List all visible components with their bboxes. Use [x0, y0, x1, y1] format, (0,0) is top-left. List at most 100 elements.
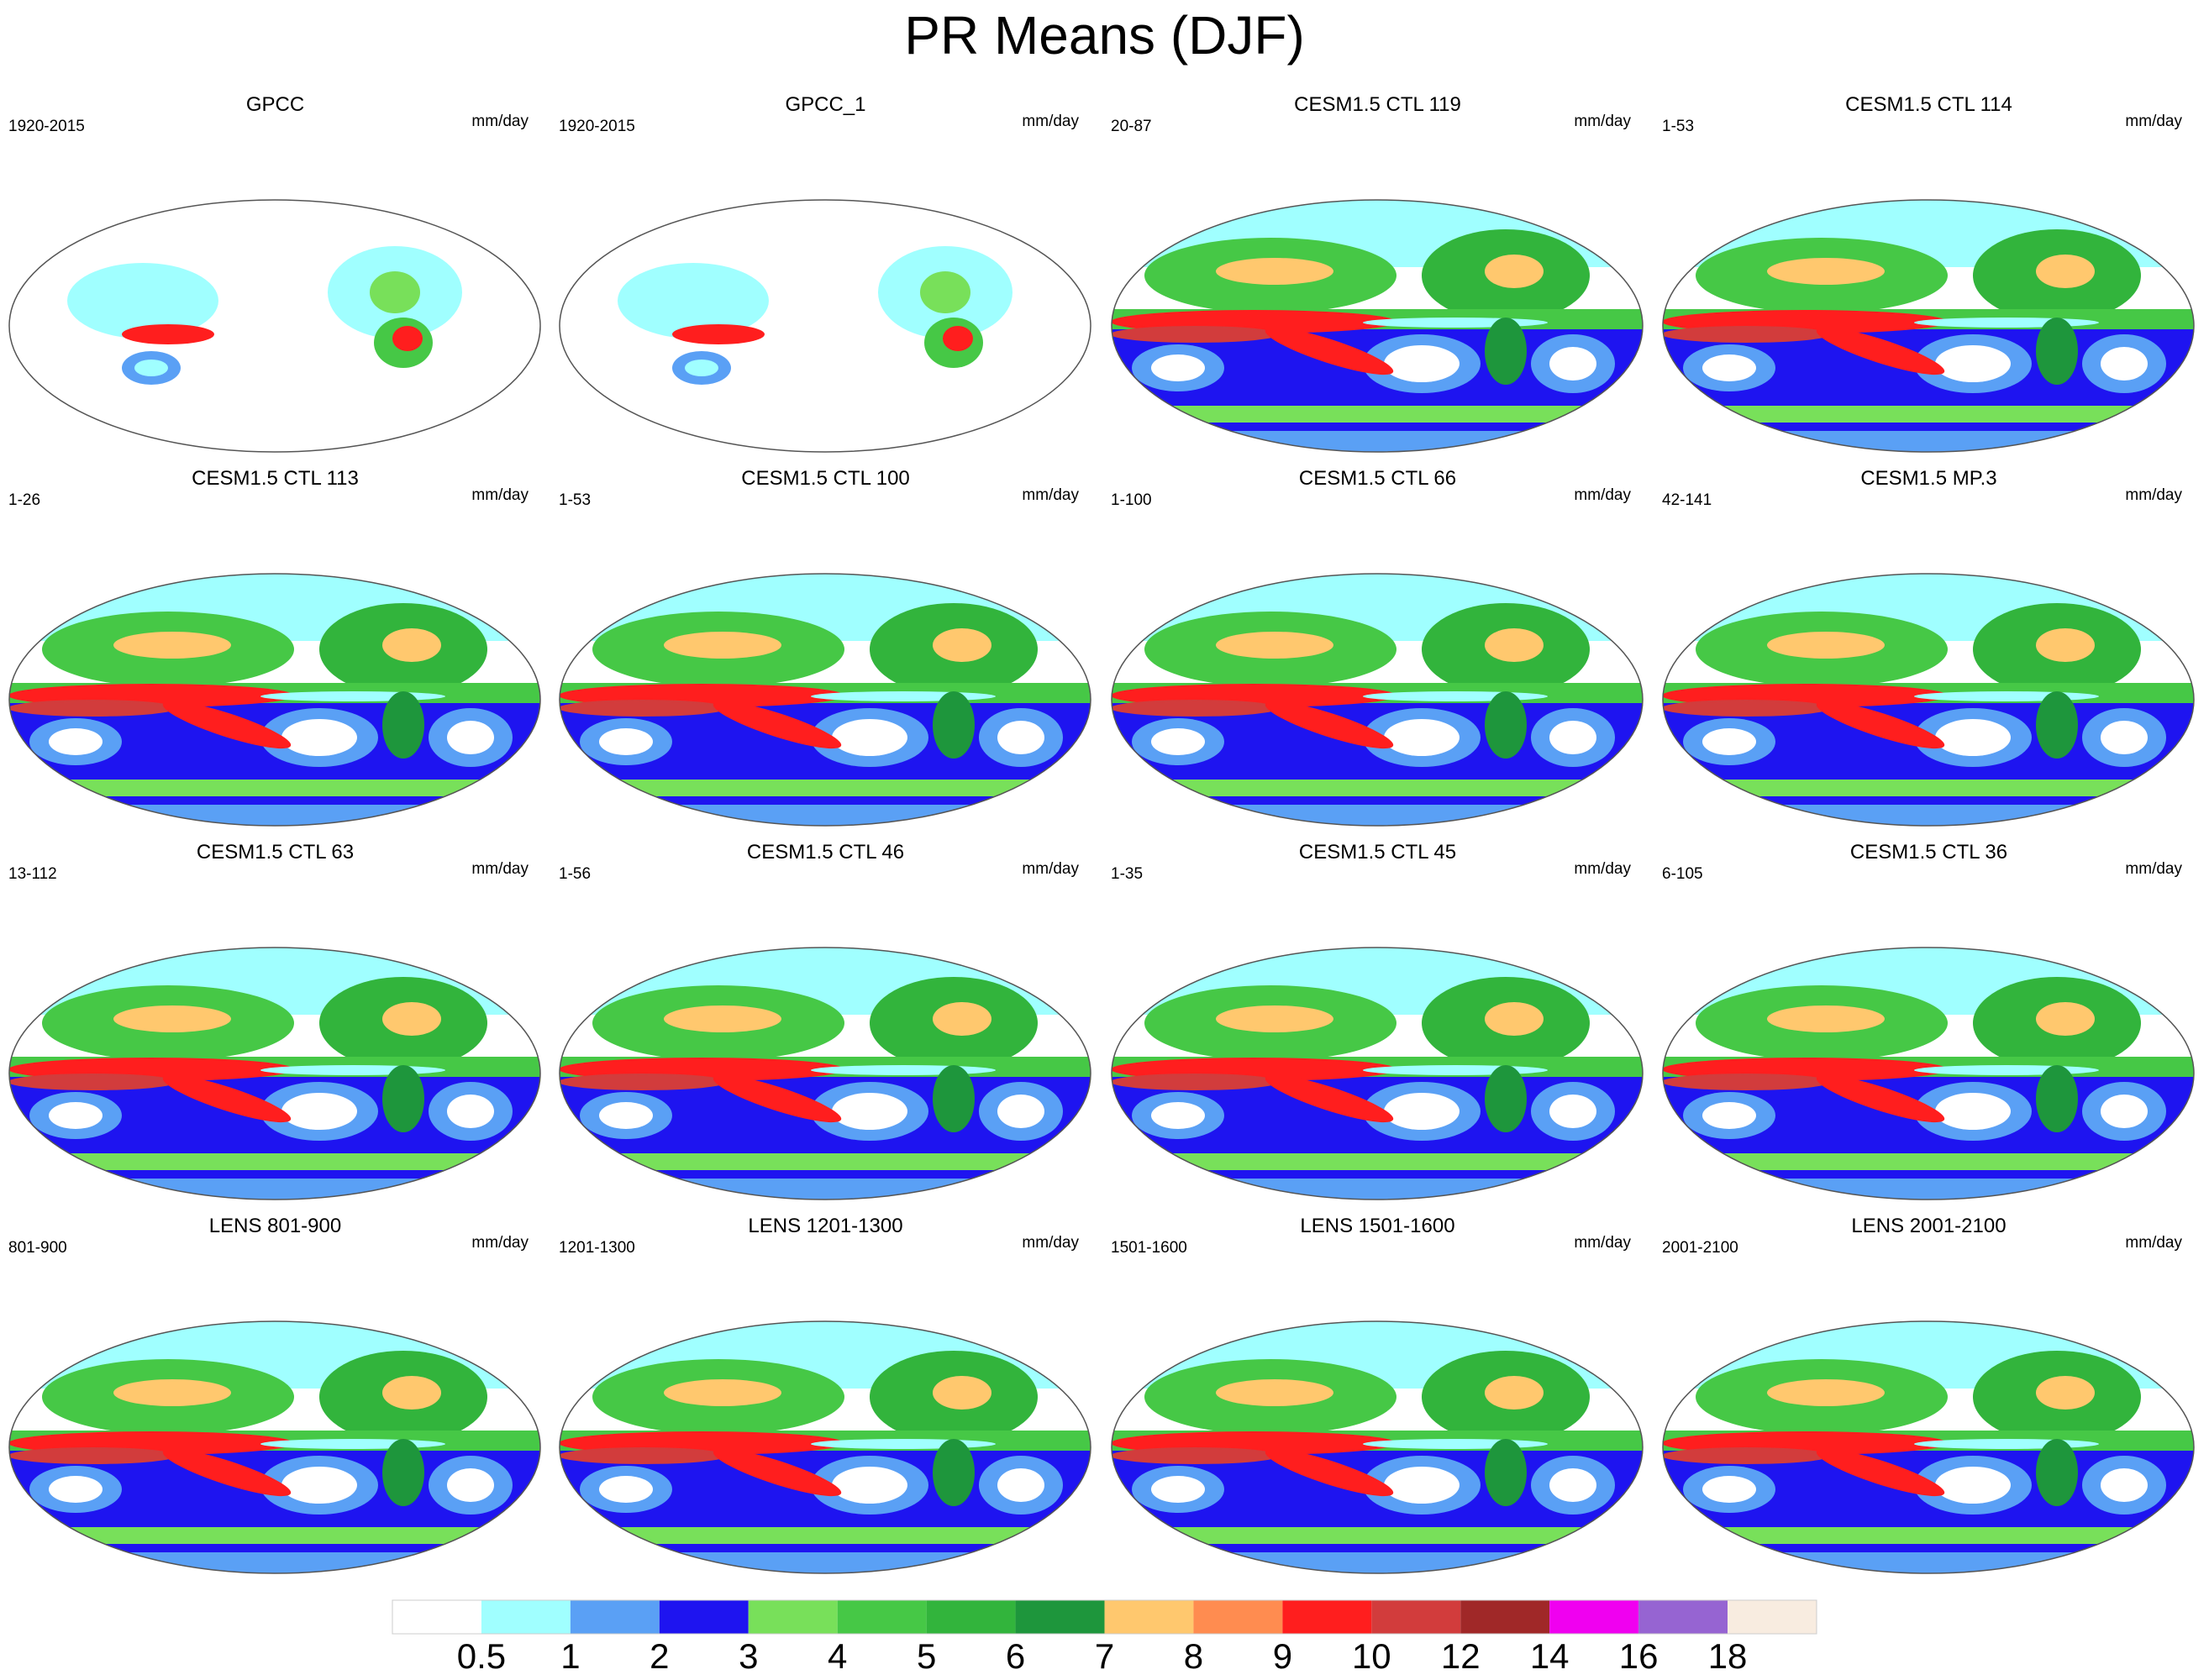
map-projection — [1662, 947, 2195, 1200]
colorbar-tick-label: 4 — [828, 1636, 848, 1676]
panel-units: mm/day — [1574, 486, 1631, 504]
panel-units: mm/day — [2125, 1234, 2182, 1252]
map-panel: LENS 801-900 801-900 mm/day — [0, 1214, 550, 1588]
colorbar-tick-label: 3 — [739, 1636, 759, 1676]
panel-period: 42-141 — [1662, 491, 1712, 509]
colorbar-tick-label: 0.5 — [456, 1636, 507, 1676]
map-panel: LENS 1201-1300 1201-1300 mm/day — [550, 1214, 1101, 1588]
panel-units: mm/day — [471, 486, 529, 504]
colorbar-swatch — [926, 1600, 1016, 1634]
colorbar-tick-label: 16 — [1618, 1636, 1659, 1676]
panel-units: mm/day — [471, 860, 529, 878]
colorbar-tick-label: 1 — [560, 1636, 581, 1676]
panel-period: 1-35 — [1111, 865, 1144, 883]
panel-units: mm/day — [2125, 860, 2182, 878]
map-projection — [1662, 1320, 2195, 1574]
panel-title: CESM1.5 CTL 46 — [746, 841, 905, 864]
panel-title: CESM1.5 CTL 119 — [1294, 93, 1461, 116]
colorbar-swatch — [1638, 1600, 1728, 1634]
panel-title: CESM1.5 CTL 36 — [1849, 841, 2008, 864]
panel-title: CESM1.5 CTL 66 — [1298, 467, 1457, 490]
panel-period: 2001-2100 — [1662, 1239, 1738, 1257]
panel-period: 1-26 — [8, 491, 41, 509]
panel-units: mm/day — [1574, 860, 1631, 878]
colorbar-swatch — [570, 1600, 660, 1634]
colorbar-swatch — [1282, 1600, 1372, 1634]
map-panel-grid: GPCC 1920-2015 mm/day GPCC_1 1920-2015 mm/day… — [0, 92, 2204, 1574]
panel-title: LENS 1201-1300 — [748, 1215, 903, 1237]
map-panel: CESM1.5 CTL 100 1-53 mm/day — [550, 466, 1101, 840]
panel-title: LENS 2001-2100 — [1851, 1215, 2007, 1237]
panel-units: mm/day — [1022, 486, 1079, 504]
colorbar-tick-label: 12 — [1440, 1636, 1481, 1676]
colorbar-swatch — [837, 1600, 927, 1634]
map-projection — [1662, 573, 2195, 827]
colorbar-swatches — [392, 1599, 1817, 1635]
panel-period: 1201-1300 — [559, 1239, 635, 1257]
panel-period: 1920-2015 — [8, 118, 85, 135]
colorbar-tick-label: 7 — [1094, 1636, 1115, 1676]
panel-period: 1-100 — [1111, 491, 1152, 509]
colorbar-tick-label: 10 — [1351, 1636, 1391, 1676]
colorbar-tick-label: 9 — [1272, 1636, 1293, 1676]
colorbar-swatch — [1549, 1600, 1639, 1634]
colorbar: 0.5 1 2 3 4 5 6 7 8 9 10 12 14 16 18 — [0, 1588, 2209, 1680]
map-projection — [559, 573, 1091, 827]
panel-units: mm/day — [471, 113, 529, 130]
map-panel: CESM1.5 CTL 36 6-105 mm/day — [1654, 840, 2204, 1214]
panel-period: 1501-1600 — [1111, 1239, 1187, 1257]
colorbar-swatch — [1015, 1600, 1105, 1634]
panel-title: CESM1.5 CTL 63 — [196, 841, 355, 864]
panel-period: 6-105 — [1662, 865, 1703, 883]
colorbar-swatch — [1104, 1600, 1194, 1634]
map-projection — [8, 1320, 541, 1574]
colorbar-swatch — [1728, 1600, 1817, 1634]
map-panel: CESM1.5 CTL 66 1-100 mm/day — [1102, 466, 1653, 840]
panel-title: CESM1.5 CTL 114 — [1845, 93, 2012, 116]
panel-title: CESM1.5 CTL 100 — [741, 467, 910, 490]
colorbar-swatch — [392, 1600, 481, 1634]
map-projection — [559, 947, 1091, 1200]
map-panel: CESM1.5 CTL 113 1-26 mm/day — [0, 466, 550, 840]
map-projection — [1111, 573, 1644, 827]
map-panel: LENS 1501-1600 1501-1600 mm/day — [1102, 1214, 1653, 1588]
panel-units: mm/day — [1022, 113, 1079, 130]
panel-title: LENS 1501-1600 — [1300, 1215, 1455, 1237]
panel-period: 1-56 — [559, 865, 592, 883]
colorbar-swatch — [1193, 1600, 1283, 1634]
colorbar-swatch — [1460, 1600, 1550, 1634]
map-panel: GPCC 1920-2015 mm/day — [0, 92, 550, 466]
colorbar-tick-label: 5 — [916, 1636, 937, 1676]
colorbar-tick-label: 14 — [1529, 1636, 1570, 1676]
map-panel: LENS 2001-2100 2001-2100 mm/day — [1654, 1214, 2204, 1588]
panel-period: 20-87 — [1111, 118, 1152, 135]
panel-units: mm/day — [1574, 113, 1631, 130]
colorbar-tick-label: 18 — [1707, 1636, 1748, 1676]
map-projection — [8, 947, 541, 1200]
map-projection — [1111, 199, 1644, 453]
panel-units: mm/day — [2125, 113, 2182, 130]
colorbar-swatch — [481, 1600, 571, 1634]
map-projection — [1662, 199, 2195, 453]
panel-units: mm/day — [471, 1234, 529, 1252]
map-projection — [1111, 947, 1644, 1200]
map-panel: CESM1.5 CTL 63 13-112 mm/day — [0, 840, 550, 1214]
map-panel: CESM1.5 CTL 119 20-87 mm/day — [1102, 92, 1653, 466]
panel-period: 1920-2015 — [559, 118, 635, 135]
panel-units: mm/day — [2125, 486, 2182, 504]
panel-title: GPCC — [245, 93, 305, 116]
map-projection — [8, 199, 541, 453]
colorbar-tick-label: 8 — [1183, 1636, 1204, 1676]
figure-title: PR Means (DJF) — [904, 5, 1305, 66]
panel-units: mm/day — [1574, 1234, 1631, 1252]
panel-period: 1-53 — [559, 491, 592, 509]
panel-period: 1-53 — [1662, 118, 1695, 135]
colorbar-tick-label: 2 — [650, 1636, 670, 1676]
panel-title: GPCC_1 — [785, 93, 866, 116]
panel-period: 13-112 — [8, 865, 57, 883]
map-panel: CESM1.5 CTL 46 1-56 mm/day — [550, 840, 1101, 1214]
map-projection — [8, 573, 541, 827]
map-panel: CESM1.5 MP.3 42-141 mm/day — [1654, 466, 2204, 840]
map-projection — [559, 1320, 1091, 1574]
panel-title: LENS 801-900 — [208, 1215, 342, 1237]
